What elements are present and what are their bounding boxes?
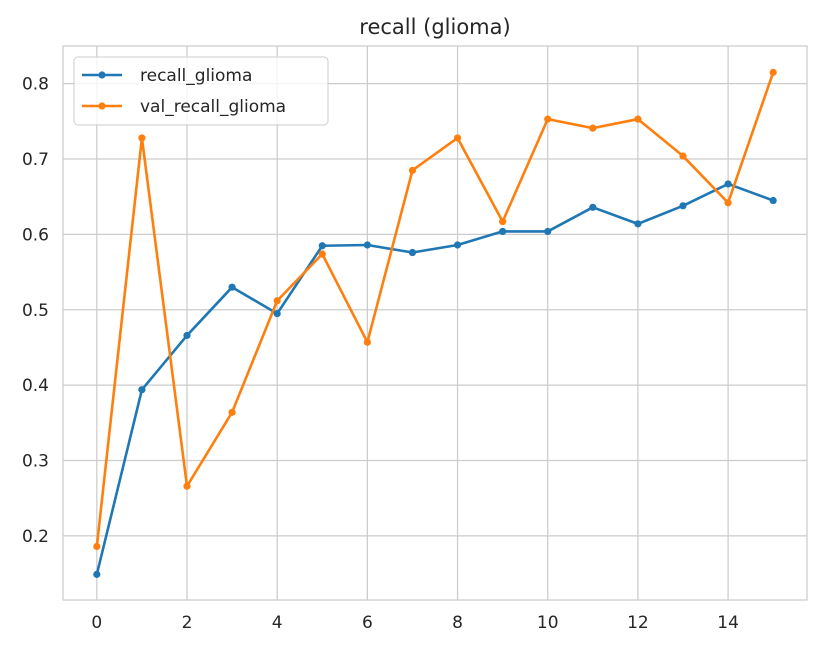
data-point xyxy=(589,124,597,132)
x-tick-label: 10 xyxy=(537,613,559,633)
data-point xyxy=(138,386,146,394)
data-point xyxy=(408,248,417,257)
axes-frame xyxy=(62,45,808,601)
data-point xyxy=(634,115,642,123)
data-point xyxy=(724,199,732,207)
data-point xyxy=(273,297,281,305)
legend-marker xyxy=(98,102,106,110)
data-point xyxy=(769,196,777,205)
data-point xyxy=(408,166,417,174)
data-point xyxy=(724,180,732,188)
data-point xyxy=(318,242,326,250)
y-axis-ticks: 0.2 0.3 0.4 0.5 0.6 0.7 0.8 xyxy=(22,75,49,547)
x-axis-ticks: 0 2 4 6 8 10 12 14 xyxy=(91,613,739,633)
y-tick-label: 0.6 xyxy=(22,225,49,245)
data-point xyxy=(544,115,552,123)
data-point xyxy=(679,152,687,160)
series-val-recall-glioma xyxy=(93,68,777,551)
data-point xyxy=(183,482,191,490)
legend-box xyxy=(73,56,329,126)
x-tick-label: 4 xyxy=(272,613,283,633)
x-tick-label: 0 xyxy=(91,613,102,633)
data-point xyxy=(453,241,462,249)
legend-label: recall_glioma xyxy=(140,66,252,86)
legend-marker xyxy=(98,71,106,79)
x-tick-label: 2 xyxy=(182,613,193,633)
data-point xyxy=(93,570,101,578)
data-point xyxy=(453,134,462,142)
data-point xyxy=(499,218,507,226)
data-point xyxy=(589,203,597,211)
data-point xyxy=(228,283,236,291)
y-tick-label: 0.4 xyxy=(22,376,49,396)
data-point xyxy=(679,202,687,210)
chart-title: recall (glioma) xyxy=(359,15,510,39)
data-point xyxy=(544,227,552,236)
series-group xyxy=(93,68,777,578)
y-tick-label: 0.7 xyxy=(22,150,49,170)
x-tick-label: 14 xyxy=(717,613,739,633)
series-line xyxy=(95,182,775,576)
y-tick-label: 0.2 xyxy=(22,527,49,547)
x-tick-label: 6 xyxy=(362,613,373,633)
series-recall-glioma xyxy=(93,180,777,578)
data-point xyxy=(228,408,236,416)
y-tick-label: 0.5 xyxy=(22,301,49,321)
legend-label: val_recall_glioma xyxy=(140,97,286,117)
data-point xyxy=(93,542,101,551)
y-tick-label: 0.8 xyxy=(22,75,49,95)
data-point xyxy=(363,338,371,346)
data-point xyxy=(318,250,326,258)
series-line xyxy=(95,71,775,548)
grid xyxy=(63,46,807,600)
data-point xyxy=(273,309,281,318)
data-point xyxy=(634,220,642,228)
x-tick-label: 12 xyxy=(627,613,649,633)
data-point xyxy=(138,134,146,142)
data-point xyxy=(363,241,371,249)
x-tick-label: 8 xyxy=(452,613,463,633)
data-point xyxy=(769,68,777,76)
legend: recall_glioma val_recall_glioma xyxy=(73,56,329,126)
data-point xyxy=(183,331,191,340)
y-tick-label: 0.3 xyxy=(22,452,49,472)
data-point xyxy=(499,227,507,236)
